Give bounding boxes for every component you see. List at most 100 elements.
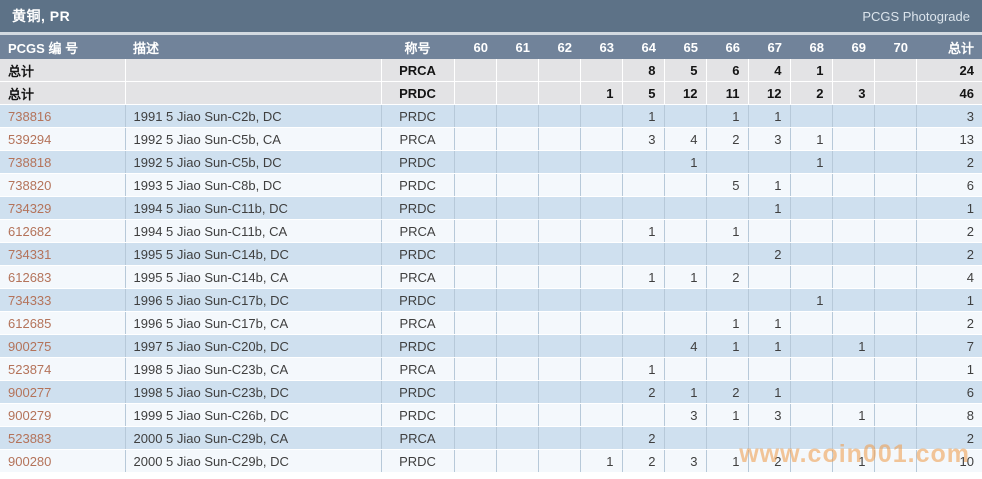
grade-cell-70: [873, 334, 916, 358]
grade-cell-68: [789, 104, 832, 128]
pcgs-number-link[interactable]: 734333: [8, 292, 52, 308]
pcgs-number-cell: 900277: [0, 380, 125, 404]
pcgs-number-link[interactable]: 734329: [8, 200, 52, 216]
grade-cell-64: 1: [621, 219, 664, 243]
pcgs-number-link[interactable]: 612682: [8, 223, 52, 239]
grade-cell-61: [495, 380, 538, 404]
grade-cell-65: [663, 357, 706, 381]
grade-cell-60: [453, 403, 496, 427]
description-cell: 1996 5 Jiao Sun-C17b, DC: [124, 288, 381, 312]
grade-cell-64: 1: [621, 265, 664, 289]
grade-cell-68: [789, 173, 832, 197]
grade-cell-67: 3: [747, 127, 790, 151]
pcgs-number-link[interactable]: 738816: [8, 108, 52, 124]
grade-cell-62: [537, 173, 580, 197]
description-cell: 1995 5 Jiao Sun-C14b, CA: [124, 265, 381, 289]
summary-grade-cell-64: 8: [621, 59, 664, 82]
grade-cell-63: [579, 334, 622, 358]
grade-cell-69: [831, 173, 874, 197]
pcgs-number-cell: 734331: [0, 242, 125, 266]
grade-cell-62: [537, 150, 580, 174]
grade-cell-62: [537, 334, 580, 358]
pcgs-number-link[interactable]: 900279: [8, 407, 52, 423]
total-cell: 2: [915, 219, 982, 243]
grade-cell-66: 2: [705, 265, 748, 289]
pcgs-number-cell: 734333: [0, 288, 125, 312]
grade-cell-68: [789, 334, 832, 358]
table-row: 900279 1999 5 Jiao Sun-C26b, DC PRDC 3 1 3 1 8: [0, 403, 982, 427]
summary-label-cell: 总计: [0, 81, 125, 105]
grade-cell-67: 1: [747, 196, 790, 220]
grade-cell-61: [495, 104, 538, 128]
grade-cell-66: 1: [705, 311, 748, 335]
summary-grade-cell-66: 11: [705, 81, 748, 105]
grade-cell-63: [579, 403, 622, 427]
grade-cell-60: [453, 426, 496, 450]
grade-cell-61: [495, 150, 538, 174]
pcgs-number-link[interactable]: 612683: [8, 269, 52, 285]
pcgs-number-link[interactable]: 523874: [8, 361, 52, 377]
grade-cell-64: [621, 403, 664, 427]
table-row: 612682 1994 5 Jiao Sun-C11b, CA PRCA 1 1 2: [0, 219, 982, 243]
pcgs-number-link[interactable]: 734331: [8, 246, 52, 262]
grade-cell-61: [495, 357, 538, 381]
pcgs-number-link[interactable]: 738818: [8, 154, 52, 170]
summary-grade-cell-65: 12: [663, 81, 706, 105]
column-header-grade-60: 60: [454, 35, 496, 59]
grade-cell-62: [537, 288, 580, 312]
grade-cell-61: [495, 288, 538, 312]
grade-cell-66: 2: [705, 380, 748, 404]
summary-row-prca: 总计 PRCA 8 5 6 4 1 24: [0, 59, 982, 82]
pcgs-number-cell: 900275: [0, 334, 125, 358]
pcgs-number-link[interactable]: 523883: [8, 430, 52, 446]
grade-cell-69: [831, 426, 874, 450]
summary-grade-cell-67: 12: [747, 81, 790, 105]
grade-cell-70: [873, 196, 916, 220]
designation-cell: PRDC: [380, 380, 454, 404]
pcgs-number-link[interactable]: 900280: [8, 453, 52, 469]
table-row: 900275 1997 5 Jiao Sun-C20b, DC PRDC 4 1 1 1 7: [0, 334, 982, 358]
grade-cell-62: [537, 311, 580, 335]
grade-cell-61: [495, 403, 538, 427]
total-cell: 2: [915, 242, 982, 266]
designation-cell: PRDC: [380, 104, 454, 128]
grade-cell-60: [453, 311, 496, 335]
grade-cell-63: [579, 265, 622, 289]
grade-cell-64: [621, 311, 664, 335]
table-row: 734333 1996 5 Jiao Sun-C17b, DC PRDC 1 1: [0, 288, 982, 312]
table-row: 612683 1995 5 Jiao Sun-C14b, CA PRCA 1 1 2 4: [0, 265, 982, 289]
total-cell: 2: [915, 311, 982, 335]
grade-cell-65: [663, 242, 706, 266]
pcgs-number-link[interactable]: 900275: [8, 338, 52, 354]
grade-cell-70: [873, 173, 916, 197]
grade-cell-68: 1: [789, 150, 832, 174]
grade-cell-60: [453, 288, 496, 312]
grade-cell-62: [537, 196, 580, 220]
grade-cell-63: 1: [579, 449, 622, 473]
pcgs-number-link[interactable]: 900277: [8, 384, 52, 400]
pcgs-number-link[interactable]: 738820: [8, 177, 52, 193]
pcgs-number-link[interactable]: 612685: [8, 315, 52, 331]
pcgs-number-cell: 738818: [0, 150, 125, 174]
table-row: 612685 1996 5 Jiao Sun-C17b, CA PRCA 1 1 2: [0, 311, 982, 335]
grade-cell-67: 2: [747, 242, 790, 266]
grade-cell-70: [873, 357, 916, 381]
grade-cell-65: 4: [663, 127, 706, 151]
summary-grade-cell-63: [579, 59, 622, 82]
grade-cell-67: [747, 219, 790, 243]
table-row: 539294 1992 5 Jiao Sun-C5b, CA PRCA 3 4 2 3 1 13: [0, 127, 982, 151]
pcgs-number-link[interactable]: 539294: [8, 131, 52, 147]
designation-cell: PRDC: [380, 334, 454, 358]
grade-cell-67: [747, 265, 790, 289]
grade-cell-69: [831, 288, 874, 312]
description-cell: 1999 5 Jiao Sun-C26b, DC: [124, 403, 381, 427]
pcgs-number-cell: 523874: [0, 357, 125, 381]
grade-cell-62: [537, 403, 580, 427]
summary-grade-cell-68: 2: [789, 81, 832, 105]
grade-cell-66: [705, 242, 748, 266]
grade-cell-60: [453, 380, 496, 404]
total-cell: 13: [915, 127, 982, 151]
grade-cell-61: [495, 196, 538, 220]
grade-cell-64: [621, 196, 664, 220]
